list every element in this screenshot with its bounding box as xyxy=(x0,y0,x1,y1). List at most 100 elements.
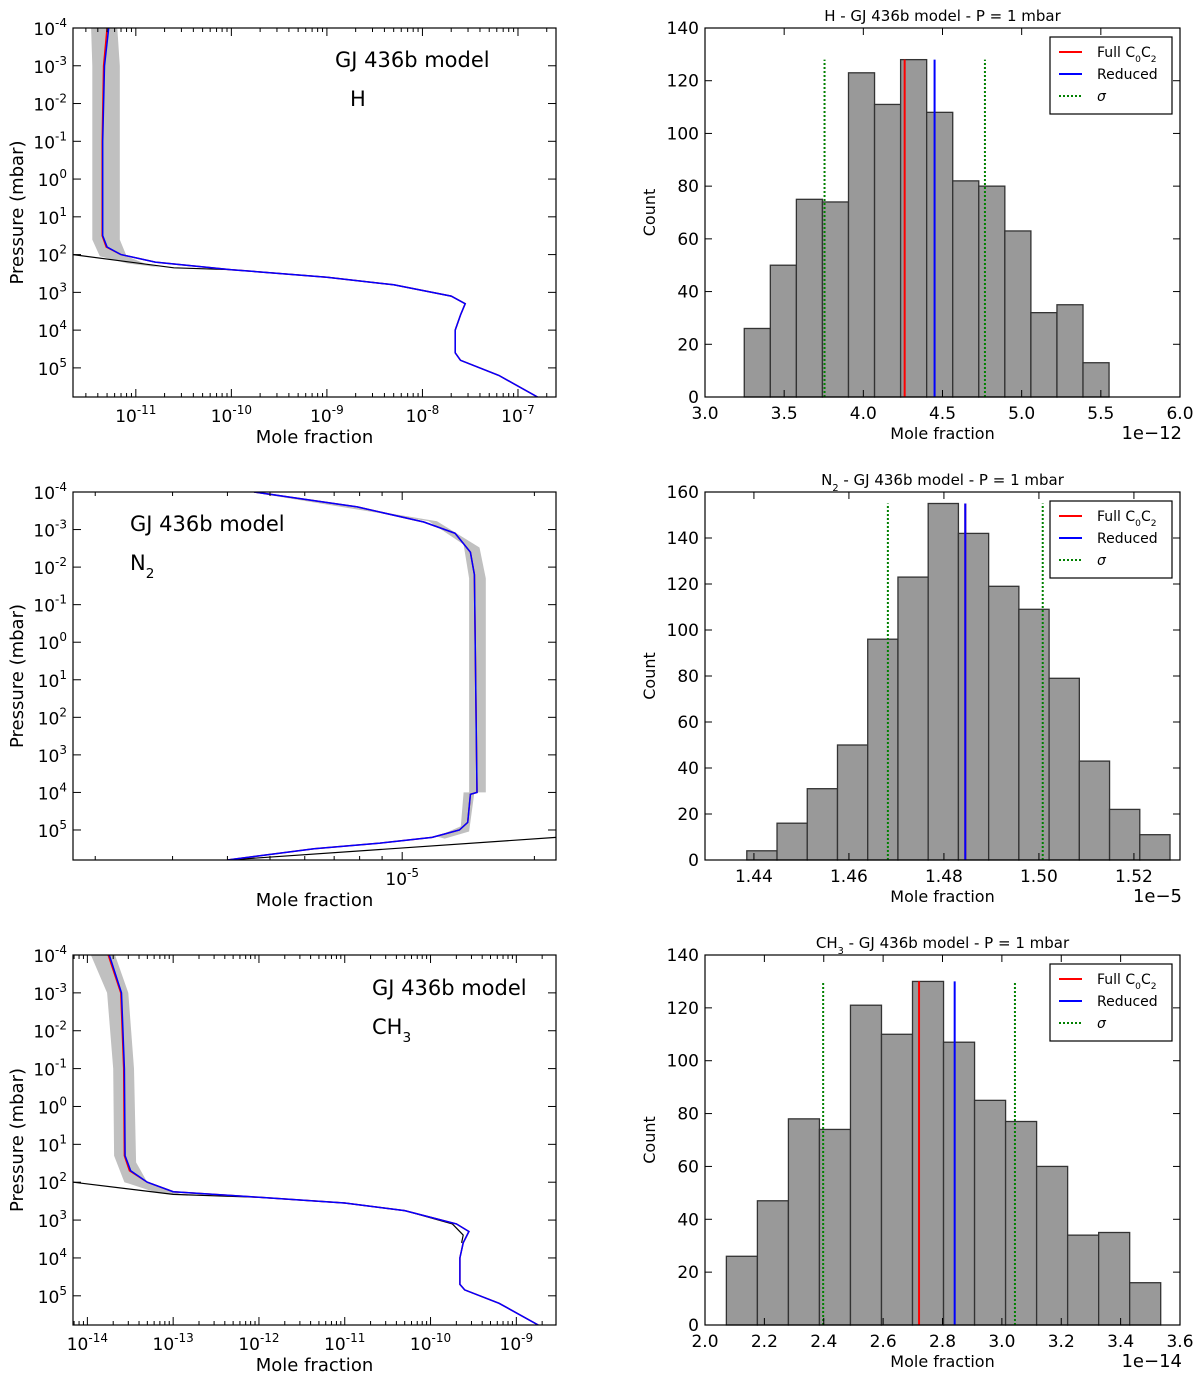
tick-exponent: -2 xyxy=(55,92,67,106)
text-part: - GJ 436b model - P = 1 mbar xyxy=(844,934,1070,952)
tick-exponent: 4 xyxy=(59,1246,67,1260)
y-tick-label: 10-3 xyxy=(33,518,67,542)
tick-exponent: 0 xyxy=(59,630,67,644)
y-tick-label: 120 xyxy=(667,999,699,1019)
tick-base: 10 xyxy=(211,407,233,427)
tick-exponent: 3 xyxy=(59,1208,67,1222)
uncertainty-band xyxy=(90,955,189,1196)
tick-exponent: -7 xyxy=(523,403,535,417)
text-part: Reduced xyxy=(1097,994,1158,1010)
tick-exponent: -5 xyxy=(407,866,419,880)
tick-base: 10 xyxy=(410,1335,432,1355)
tick-exponent: 3 xyxy=(59,280,67,294)
legend-box xyxy=(1049,36,1173,115)
tick-exponent: -4 xyxy=(55,943,67,957)
tick-exponent: -9 xyxy=(332,403,344,417)
histogram-bar xyxy=(1078,760,1111,861)
x-axis-label: Mole fraction xyxy=(890,887,994,906)
x-tick-label: 1.48 xyxy=(925,867,963,887)
x-tick-label: 10-13 xyxy=(153,1331,194,1355)
text-part: 2 xyxy=(1151,519,1157,529)
y-tick-label: 10-4 xyxy=(33,943,67,967)
y-axis-label: Pressure (mbar) xyxy=(7,604,28,748)
y-tick-label: 105 xyxy=(38,818,67,842)
x-tick-label: 3.2 xyxy=(1048,1332,1075,1352)
tick-base: 10 xyxy=(38,1098,60,1118)
y-tick-label: 10-3 xyxy=(33,54,67,78)
histogram-bar xyxy=(1082,362,1110,398)
text-part: Reduced xyxy=(1097,67,1158,83)
tick-base: 10 xyxy=(38,171,60,191)
text-part: 0 xyxy=(1135,982,1141,992)
tick-exponent: -9 xyxy=(521,1331,533,1345)
histogram-bar xyxy=(978,185,1006,398)
chart-title: N2 - GJ 436b model - P = 1 mbar xyxy=(821,471,1065,494)
x-axis-label: Mole fraction xyxy=(890,424,994,443)
y-axis-label: Count xyxy=(640,652,659,700)
histogram-bar xyxy=(756,1200,790,1326)
x-axis-label: Mole fraction xyxy=(256,1355,373,1376)
y-tick-label: 103 xyxy=(38,1208,67,1232)
histogram-bar xyxy=(987,585,1020,861)
species-annotation: H xyxy=(350,87,366,111)
tick-base: 10 xyxy=(33,597,55,617)
legend-label-full: Full C0C2 xyxy=(1097,45,1157,65)
chart-title: H - GJ 436b model - P = 1 mbar xyxy=(824,7,1061,25)
tick-base: 10 xyxy=(500,1335,522,1355)
model-annotation: GJ 436b model xyxy=(130,512,285,536)
histogram-bar xyxy=(1030,312,1058,398)
text-part: 0 xyxy=(1135,55,1141,65)
histogram-bar xyxy=(952,180,980,398)
text-part: σ xyxy=(1097,553,1107,569)
histogram-bar xyxy=(836,744,869,861)
y-tick-label: 160 xyxy=(667,483,699,503)
y-axis-label: Count xyxy=(640,189,659,237)
histogram-bar xyxy=(973,1099,1007,1326)
tick-exponent: -3 xyxy=(55,981,67,995)
tick-exponent: 1 xyxy=(59,668,67,682)
tick-base: 10 xyxy=(33,947,55,967)
tick-exponent: 1 xyxy=(59,1132,67,1146)
y-tick-label: 10-2 xyxy=(33,92,67,116)
histogram-bar xyxy=(806,788,839,861)
tick-base: 10 xyxy=(38,634,60,654)
y-tick-label: 20 xyxy=(677,805,699,825)
x-tick-label: 10-9 xyxy=(500,1331,534,1355)
y-tick-label: 60 xyxy=(677,1157,699,1177)
histogram-bar xyxy=(746,850,778,861)
tick-exponent: -2 xyxy=(55,555,67,569)
histogram-bar xyxy=(873,103,902,398)
y-axis-label: Pressure (mbar) xyxy=(7,1068,28,1212)
tick-base: 10 xyxy=(38,747,60,767)
axes-frame xyxy=(72,27,557,398)
tick-exponent: -1 xyxy=(55,593,67,607)
legend-label-full: Full C0C2 xyxy=(1097,509,1157,529)
tick-exponent: 2 xyxy=(59,1170,67,1184)
y-tick-label: 140 xyxy=(667,946,699,966)
tick-base: 10 xyxy=(501,407,523,427)
y-axis-label: Pressure (mbar) xyxy=(7,140,28,284)
text-part: σ xyxy=(1097,89,1107,105)
tick-exponent: -1 xyxy=(55,1057,67,1071)
tick-exponent: 2 xyxy=(59,243,67,257)
y-tick-label: 104 xyxy=(38,318,67,342)
histogram-bar xyxy=(1098,1231,1131,1326)
legend-label-reduced: Reduced xyxy=(1097,67,1158,83)
x-tick-label: 1.44 xyxy=(735,867,773,887)
y-axis-label: Count xyxy=(640,1116,659,1164)
tick-base: 10 xyxy=(33,985,55,1005)
x-tick-label: 2.4 xyxy=(810,1332,837,1352)
x-axis-label: Mole fraction xyxy=(890,1352,994,1371)
legend: Full C0C2 Reduced σ xyxy=(1049,500,1173,579)
text-part: 2 xyxy=(1151,982,1157,992)
x-tick-label: 1.52 xyxy=(1115,867,1153,887)
histogram-bar xyxy=(897,576,929,861)
text-part: CH xyxy=(816,934,838,952)
tick-exponent: -10 xyxy=(232,403,252,417)
y-tick-label: 100 xyxy=(667,124,699,144)
tick-base: 10 xyxy=(38,822,60,842)
histogram-bar xyxy=(1035,1165,1069,1326)
histogram-bar xyxy=(787,1118,821,1326)
